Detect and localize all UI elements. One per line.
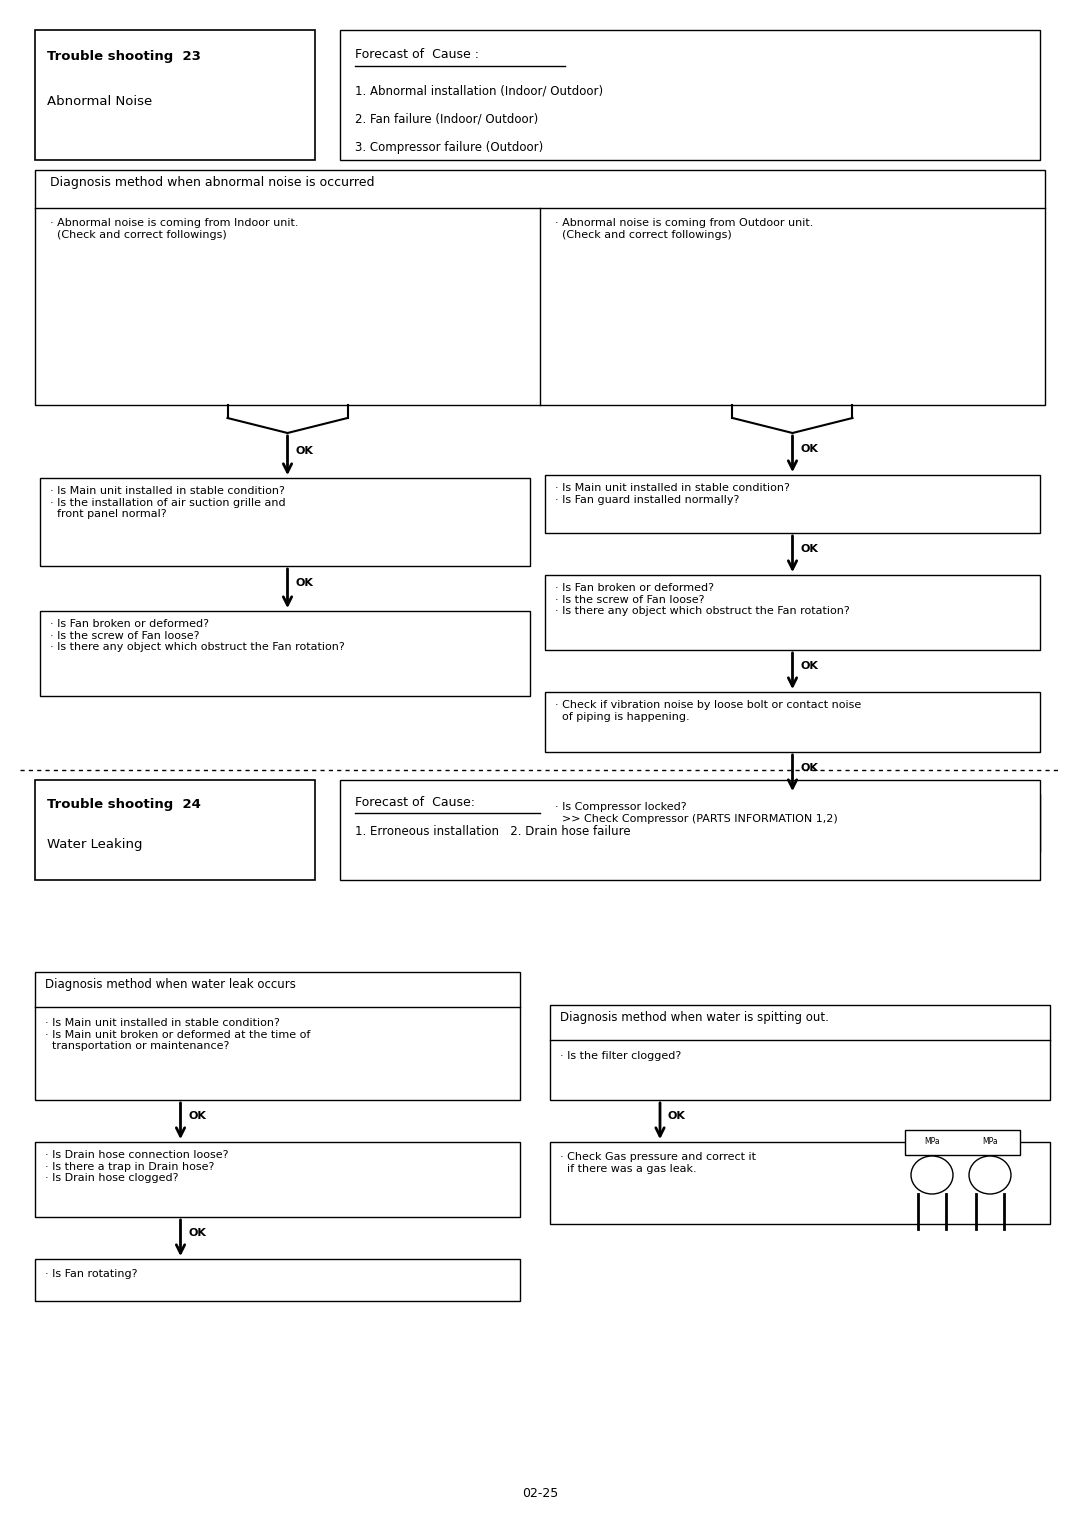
Text: · Is Main unit installed in stable condition?
· Is the installation of air sucti: · Is Main unit installed in stable condi…: [50, 486, 285, 518]
Text: · Is Main unit installed in stable condition?
· Is Main unit broken or deformed : · Is Main unit installed in stable condi…: [45, 1019, 310, 1051]
FancyBboxPatch shape: [35, 1142, 519, 1217]
Text: 1. Erroneous installation   2. Drain hose failure: 1. Erroneous installation 2. Drain hose …: [355, 825, 631, 839]
Text: OK: OK: [800, 544, 819, 554]
Text: OK: OK: [189, 1112, 206, 1121]
FancyBboxPatch shape: [340, 30, 1040, 160]
Text: Diagnosis method when water leak occurs: Diagnosis method when water leak occurs: [45, 978, 296, 991]
Text: · Abnormal noise is coming from Indoor unit.
  (Check and correct followings): · Abnormal noise is coming from Indoor u…: [50, 218, 298, 239]
Text: OK: OK: [800, 444, 819, 454]
Text: · Is Fan broken or deformed?
· Is the screw of Fan loose?
· Is there any object : · Is Fan broken or deformed? · Is the sc…: [50, 619, 345, 653]
Ellipse shape: [912, 1156, 953, 1194]
Text: Trouble shooting  24: Trouble shooting 24: [48, 798, 201, 811]
Text: Diagnosis method when water is spitting out.: Diagnosis method when water is spitting …: [561, 1011, 828, 1023]
Text: OK: OK: [189, 1228, 206, 1238]
Text: OK: OK: [296, 445, 313, 456]
Text: · Check Gas pressure and correct it
  if there was a gas leak.: · Check Gas pressure and correct it if t…: [561, 1151, 756, 1174]
Text: Forecast of  Cause:: Forecast of Cause:: [355, 796, 475, 808]
Text: · Is Drain hose connection loose?
· Is there a trap in Drain hose?
· Is Drain ho: · Is Drain hose connection loose? · Is t…: [45, 1150, 229, 1183]
Text: 1. Abnormal installation (Indoor/ Outdoor): 1. Abnormal installation (Indoor/ Outdoo…: [355, 85, 603, 98]
Text: · Is Fan broken or deformed?
· Is the screw of Fan loose?
· Is there any object : · Is Fan broken or deformed? · Is the sc…: [555, 583, 850, 616]
Text: · Check if vibration noise by loose bolt or contact noise
  of piping is happeni: · Check if vibration noise by loose bolt…: [555, 700, 861, 721]
Text: OK: OK: [669, 1112, 686, 1121]
Text: OK: OK: [296, 578, 313, 589]
Text: OK: OK: [800, 762, 819, 773]
FancyBboxPatch shape: [545, 474, 1040, 534]
FancyBboxPatch shape: [35, 30, 315, 160]
FancyBboxPatch shape: [550, 1005, 1050, 1100]
Ellipse shape: [969, 1156, 1011, 1194]
Text: MPa: MPa: [982, 1136, 998, 1145]
Text: · Is Compressor locked?
  >> Check Compressor (PARTS INFORMATION 1,2): · Is Compressor locked? >> Check Compres…: [555, 802, 838, 824]
FancyBboxPatch shape: [35, 779, 315, 880]
Text: · Is the filter clogged?: · Is the filter clogged?: [561, 1051, 681, 1061]
FancyBboxPatch shape: [35, 1260, 519, 1301]
Text: · Is Main unit installed in stable condition?
· Is Fan guard installed normally?: · Is Main unit installed in stable condi…: [555, 483, 789, 505]
Text: Trouble shooting  23: Trouble shooting 23: [48, 50, 201, 63]
FancyBboxPatch shape: [35, 971, 519, 1100]
FancyBboxPatch shape: [545, 795, 1040, 852]
Text: · Abnormal noise is coming from Outdoor unit.
  (Check and correct followings): · Abnormal noise is coming from Outdoor …: [555, 218, 813, 239]
FancyBboxPatch shape: [545, 692, 1040, 752]
Text: Forecast of  Cause :: Forecast of Cause :: [355, 47, 480, 61]
Bar: [905, 1130, 1020, 1154]
FancyBboxPatch shape: [340, 779, 1040, 880]
FancyBboxPatch shape: [550, 1142, 1050, 1225]
Text: OK: OK: [800, 660, 819, 671]
Text: Abnormal Noise: Abnormal Noise: [48, 95, 152, 108]
FancyBboxPatch shape: [35, 169, 1045, 406]
Text: · Is Fan rotating?: · Is Fan rotating?: [45, 1269, 137, 1279]
Text: MPa: MPa: [924, 1136, 940, 1145]
Text: 02-25: 02-25: [522, 1487, 558, 1501]
Text: 2. Fan failure (Indoor/ Outdoor): 2. Fan failure (Indoor/ Outdoor): [355, 113, 538, 127]
Text: Water Leaking: Water Leaking: [48, 839, 143, 851]
FancyBboxPatch shape: [40, 612, 530, 695]
FancyBboxPatch shape: [40, 477, 530, 566]
Text: Diagnosis method when abnormal noise is occurred: Diagnosis method when abnormal noise is …: [50, 175, 375, 189]
Text: 3. Compressor failure (Outdoor): 3. Compressor failure (Outdoor): [355, 140, 543, 154]
FancyBboxPatch shape: [545, 575, 1040, 650]
